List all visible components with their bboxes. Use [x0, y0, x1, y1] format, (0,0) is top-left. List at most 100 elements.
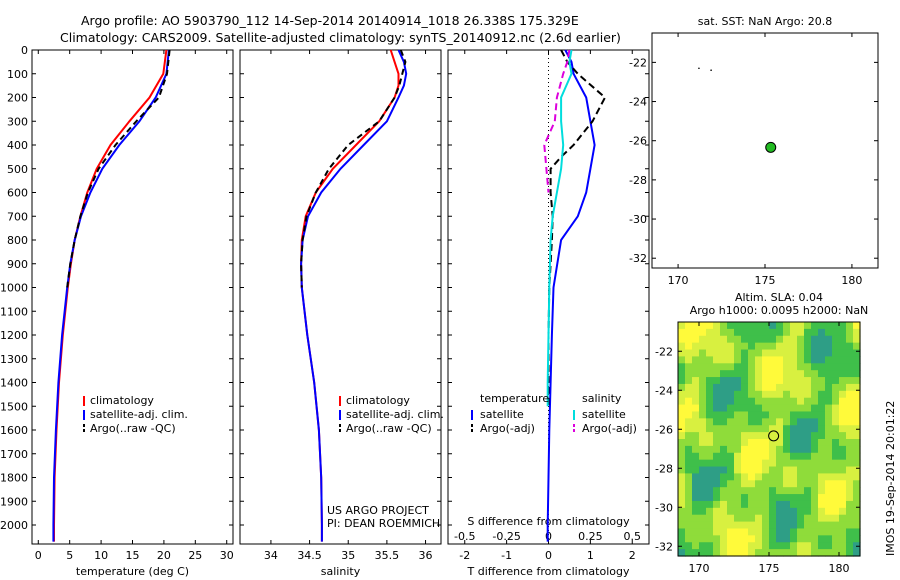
heatmap-cell: [706, 383, 714, 392]
heatmap-cell: [811, 377, 819, 385]
heatmap-cell: [839, 335, 847, 344]
heatmap-cell: [783, 322, 791, 330]
heatmap-cell: [727, 383, 735, 392]
heatmap-cell: [699, 507, 707, 516]
heatmap-cell: [762, 390, 770, 399]
heatmap-cell: [769, 452, 777, 461]
heatmap-cell: [720, 432, 728, 440]
heatmap-cell: [846, 404, 854, 413]
heatmap-cell: [748, 480, 756, 488]
heatmap-cell: [741, 349, 749, 358]
heatmap-cell: [755, 549, 763, 557]
heatmap-cell: [825, 459, 833, 468]
heatmap-cell: [832, 411, 840, 419]
heatmap-cell: [713, 439, 721, 447]
map-title: Argo h1000: 0.0095 h2000: NaN: [690, 304, 869, 317]
heatmap-cell: [797, 549, 805, 557]
heatmap-cell: [762, 452, 770, 461]
heatmap-cell: [692, 377, 700, 385]
heatmap-cell: [811, 322, 819, 330]
heatmap-cell: [727, 507, 735, 516]
heatmap-cell: [713, 363, 721, 371]
heatmap-cell: [685, 445, 693, 454]
heatmap-cell: [720, 418, 728, 426]
heatmap-cell: [797, 445, 805, 454]
heatmap-cell: [783, 418, 791, 426]
heatmap-cell: [804, 439, 812, 447]
heatmap-cell: [769, 473, 777, 481]
heatmap-cell: [804, 528, 812, 536]
heatmap-cell: [783, 535, 791, 543]
heatmap-cell: [804, 521, 812, 530]
heatmap-cell: [769, 342, 777, 351]
heatmap-cell: [727, 452, 735, 461]
heatmap-cell: [832, 335, 840, 344]
heatmap-cell: [727, 328, 735, 337]
heatmap-cell: [727, 418, 735, 426]
heatmap-cell: [825, 445, 833, 454]
heatmap-cell: [741, 432, 749, 440]
xtick-label: 35.5: [375, 549, 400, 562]
heatmap-cell: [755, 535, 763, 543]
heatmap-cell: [692, 500, 700, 509]
heatmap-cell: [692, 459, 700, 468]
heatmap-cell: [832, 452, 840, 461]
heatmap-cell: [839, 390, 847, 399]
heatmap-cell: [755, 500, 763, 509]
heatmap-cell: [748, 452, 756, 461]
heatmap-cell: [790, 411, 798, 419]
heatmap-cell: [776, 528, 784, 536]
ytick-label: -30: [629, 213, 647, 226]
heatmap-cell: [769, 507, 777, 516]
heatmap-cell: [790, 349, 798, 358]
xtick-label: 35: [341, 549, 355, 562]
heatmap-cell: [727, 411, 735, 419]
heatmap-cell: [825, 494, 833, 502]
xtick-label: 5: [66, 549, 73, 562]
heatmap-cell: [762, 542, 770, 550]
heatmap-cell: [825, 328, 833, 337]
heatmap-cell: [832, 418, 840, 426]
heatmap-cell: [706, 342, 714, 351]
heatmap-cell: [741, 452, 749, 461]
heatmap-cell: [811, 439, 819, 447]
heatmap-cell: [797, 535, 805, 543]
xtick-label: 180: [841, 274, 862, 287]
heatmap-cell: [790, 328, 798, 337]
heatmap-cell: [699, 342, 707, 351]
heatmap-cell: [678, 514, 686, 523]
heatmap-cell: [706, 473, 714, 481]
heatmap-cell: [727, 425, 735, 433]
heatmap-cell: [734, 445, 742, 454]
heatmap-cell: [797, 335, 805, 344]
heatmap-cell: [846, 363, 854, 371]
heatmap-cell: [713, 404, 721, 413]
heatmap-cell: [839, 514, 847, 523]
heatmap-cell: [678, 342, 686, 351]
heatmap-cell: [783, 521, 791, 530]
heatmap-cell: [853, 500, 861, 509]
heatmap-cell: [748, 445, 756, 454]
heatmap-cell: [839, 404, 847, 413]
heatmap-cell: [720, 335, 728, 344]
heatmap-cell: [818, 507, 826, 516]
heatmap-cell: [825, 370, 833, 378]
heatmap-cell: [832, 439, 840, 447]
heatmap-cell: [762, 494, 770, 502]
heatmap-cell: [755, 356, 763, 364]
heatmap-cell: [846, 500, 854, 509]
heatmap-cell: [804, 377, 812, 385]
heatmap-cell: [825, 452, 833, 461]
heatmap-cell: [748, 411, 756, 419]
heatmap-cell: [846, 356, 854, 364]
heatmap-cell: [727, 494, 735, 502]
heatmap-cell: [818, 459, 826, 468]
heatmap-cell: [755, 342, 763, 351]
ytick-label: 400: [7, 139, 28, 152]
heatmap-cell: [713, 377, 721, 385]
heatmap-cell: [685, 377, 693, 385]
heatmap-cell: [720, 404, 728, 413]
heatmap-cell: [783, 404, 791, 413]
heatmap-cell: [797, 452, 805, 461]
heatmap-cell: [741, 383, 749, 392]
